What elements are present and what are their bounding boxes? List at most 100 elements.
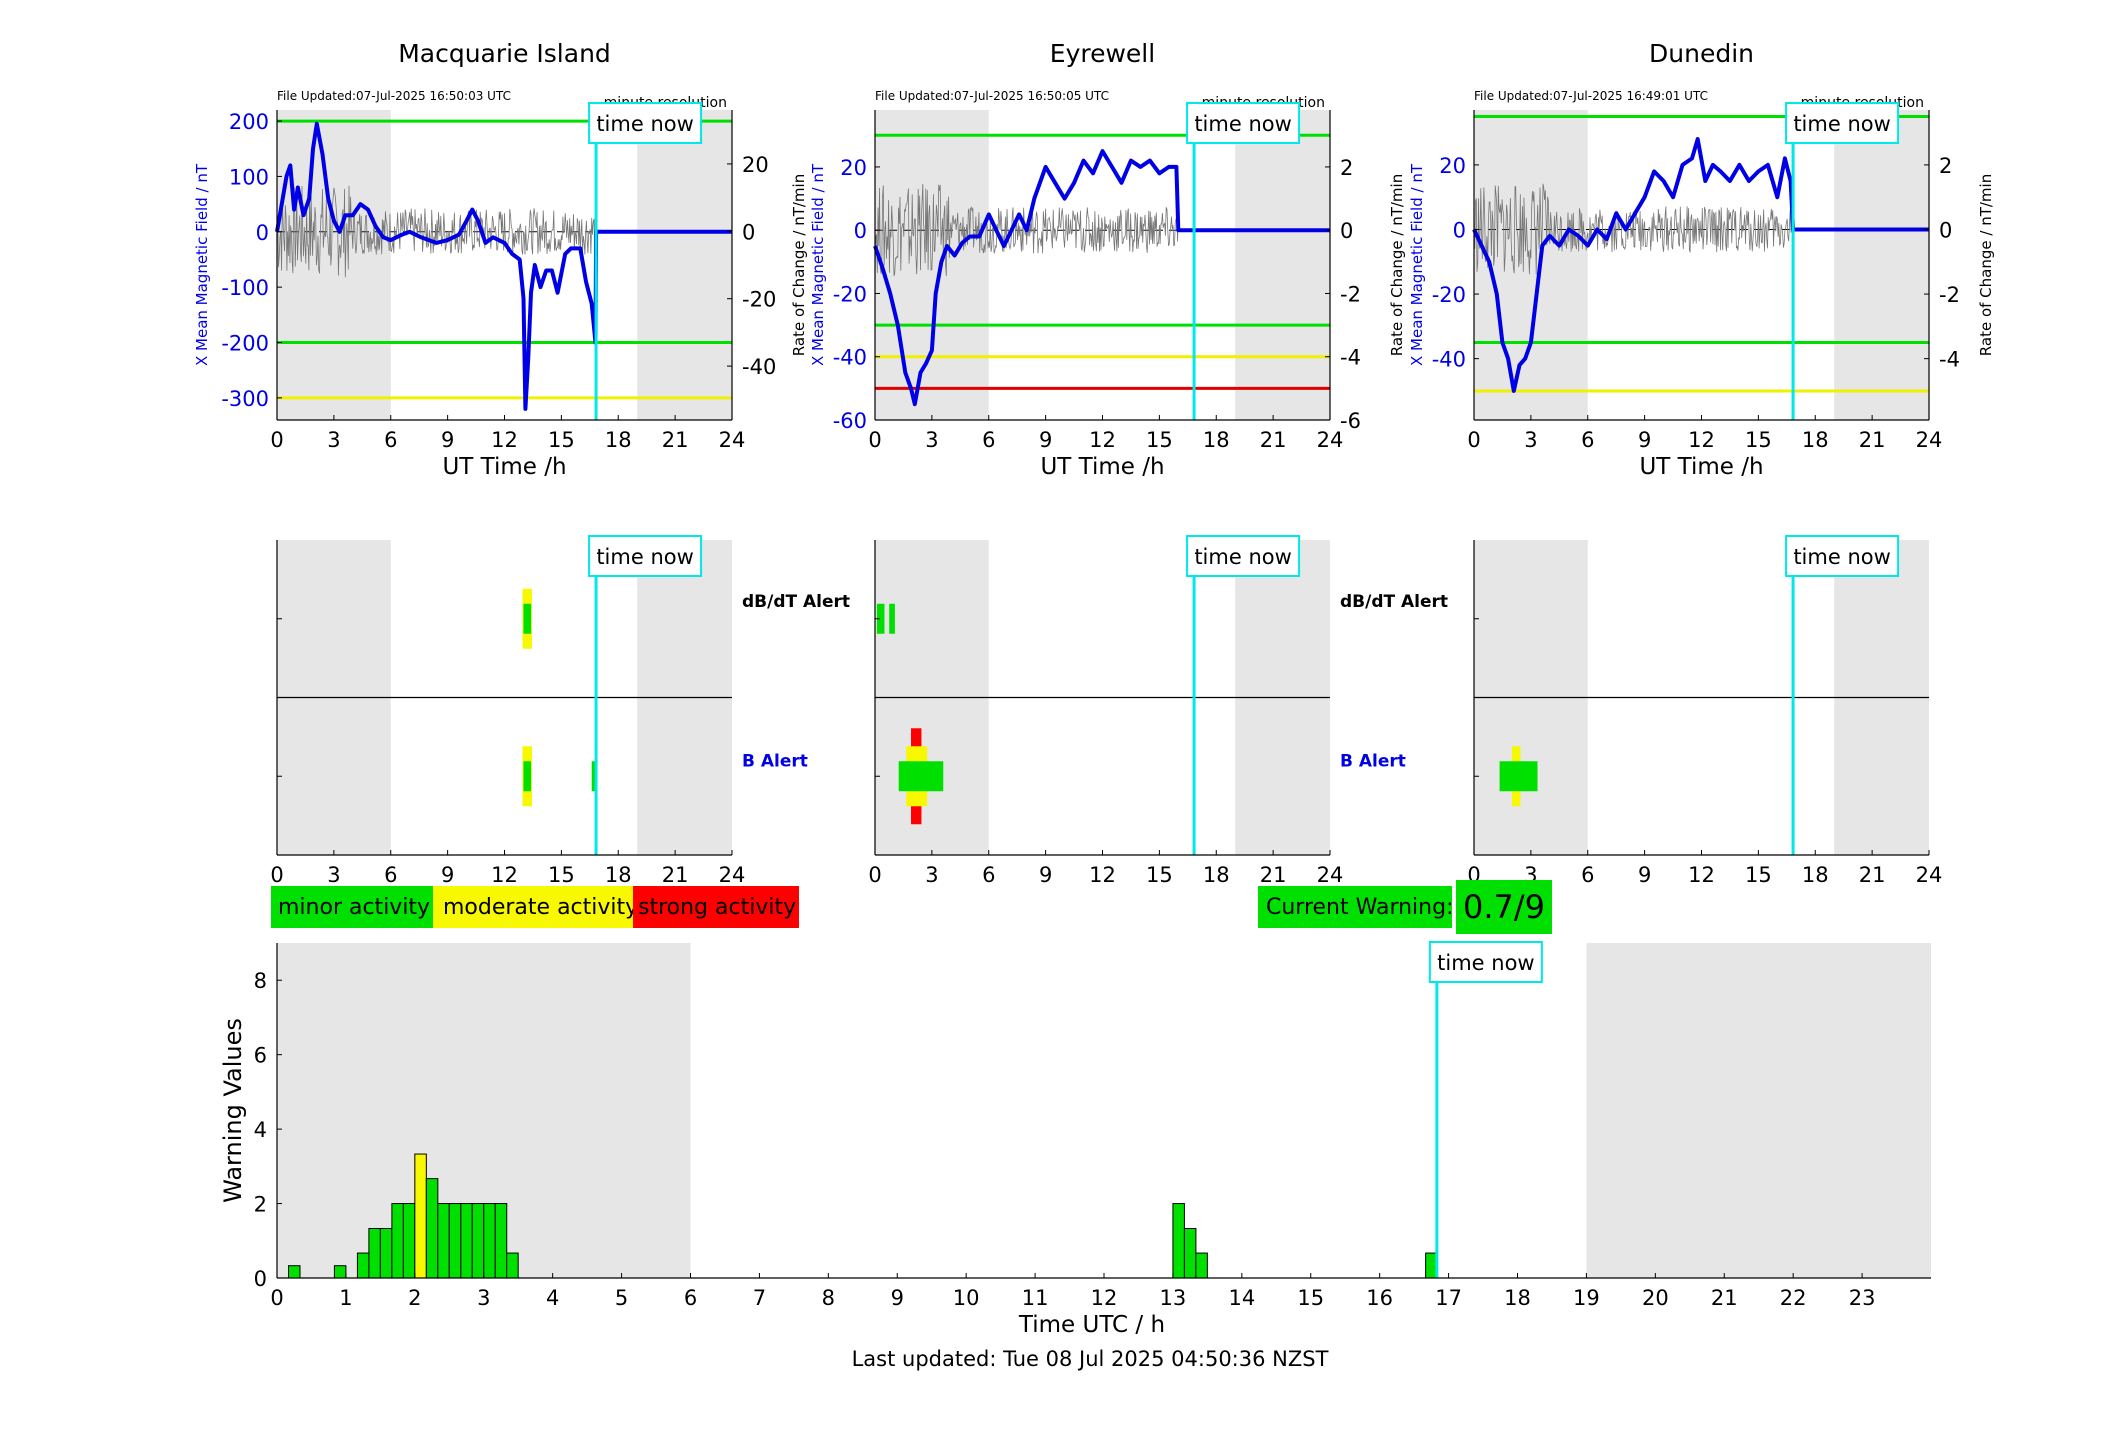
x-tick-label: 12 bbox=[1089, 863, 1116, 887]
time-now-box bbox=[588, 102, 703, 144]
x-tick-label: 8 bbox=[822, 1286, 835, 1310]
x-tick-label: 22 bbox=[1780, 1286, 1807, 1310]
time-now-box bbox=[1785, 535, 1900, 577]
x-tick-label: 9 bbox=[1638, 863, 1651, 887]
current-warning: Current Warning: 0.7/9 bbox=[1258, 880, 1552, 934]
y-tick-label: -60 bbox=[833, 409, 867, 433]
time-now-label: time now bbox=[596, 545, 693, 569]
x-tick-label: 15 bbox=[548, 863, 575, 887]
x-tick-label: 3 bbox=[925, 863, 938, 887]
y2-axis-label: Rate of Change / nT/min bbox=[1977, 174, 1995, 356]
warning-bar bbox=[1183, 1227, 1197, 1279]
current-warning-label-box bbox=[1258, 886, 1452, 928]
y-tick-label: -20 bbox=[1432, 283, 1466, 307]
x-tick-label: 6 bbox=[384, 863, 397, 887]
night-shade bbox=[1834, 110, 1929, 420]
rate-of-change-line bbox=[1473, 183, 1793, 275]
alert-block-minor bbox=[523, 761, 532, 792]
y-tick-label: 0 bbox=[1453, 218, 1466, 242]
x-tick-label: 9 bbox=[1638, 428, 1651, 452]
legend-strong-swatch bbox=[633, 886, 799, 928]
y-axis-label: X Mean Magnetic Field / nT bbox=[1408, 163, 1426, 366]
x-tick-label: 21 bbox=[1859, 428, 1886, 452]
x-tick-label: 21 bbox=[1260, 863, 1287, 887]
b-alert-label: B Alert bbox=[742, 751, 808, 771]
time-now-label: time now bbox=[596, 112, 693, 136]
last-updated: Last updated: Tue 08 Jul 2025 04:50:36 N… bbox=[852, 1347, 1329, 1371]
x-tick-label: 6 bbox=[384, 428, 397, 452]
station-panel-1: Eyrewell File Updated:07-Jul-2025 16:50:0… bbox=[809, 39, 1361, 480]
x-tick-label: 20 bbox=[1642, 1286, 1669, 1310]
x-tick-label: 21 bbox=[1260, 428, 1287, 452]
time-now-label: time now bbox=[1194, 112, 1291, 136]
file-updated-label: File Updated:07-Jul-2025 16:50:05 UTC bbox=[875, 89, 1109, 103]
x-tick-label: 3 bbox=[477, 1286, 490, 1310]
y2-tick-label: 2 bbox=[1340, 156, 1353, 180]
x-tick-label: 6 bbox=[1581, 863, 1594, 887]
y-tick-label: 20 bbox=[840, 156, 867, 180]
night-shade bbox=[1586, 943, 1931, 1278]
x-tick-label: 19 bbox=[1573, 1286, 1600, 1310]
file-updated-label: File Updated:07-Jul-2025 16:50:03 UTC bbox=[277, 89, 511, 103]
warning-bar bbox=[483, 1203, 496, 1279]
x-tick-label: 16 bbox=[1366, 1286, 1393, 1310]
station-title: Macquarie Island bbox=[398, 39, 611, 68]
time-now-box bbox=[1428, 941, 1543, 983]
x-tick-label: 0 bbox=[868, 428, 881, 452]
x-tick-label: 0 bbox=[270, 1286, 283, 1310]
station-panel-0: Macquarie Island File Updated:07-Jul-2025… bbox=[193, 39, 776, 480]
alert-block-minor bbox=[889, 603, 895, 634]
x-axis-label: UT Time /h bbox=[1040, 454, 1164, 480]
warning-bar bbox=[1172, 1203, 1185, 1279]
y-tick-label: 2 bbox=[254, 1193, 267, 1217]
x-tick-label: 7 bbox=[753, 1286, 766, 1310]
night-shade bbox=[1474, 110, 1588, 420]
x-tick-label: 9 bbox=[441, 863, 454, 887]
y2-axis-label: Rate of Change / nT/min bbox=[1388, 174, 1406, 356]
y2-tick-label: 2 bbox=[1939, 154, 1952, 178]
x-tick-label: 0 bbox=[270, 863, 283, 887]
x-tick-label: 0 bbox=[270, 428, 283, 452]
x-tick-label: 9 bbox=[1039, 863, 1052, 887]
y2-tick-label: -2 bbox=[1939, 283, 1960, 307]
y2-tick-label: 0 bbox=[1340, 219, 1353, 243]
current-warning-value: 0.7/9 bbox=[1463, 888, 1545, 926]
alert-block-minor bbox=[876, 603, 885, 634]
x-tick-label: 23 bbox=[1849, 1286, 1876, 1310]
x-tick-label: 18 bbox=[605, 428, 632, 452]
x-tick-label: 15 bbox=[1146, 428, 1173, 452]
y-tick-label: 100 bbox=[229, 165, 269, 189]
field-series-line bbox=[1472, 137, 1929, 393]
warning-bar bbox=[414, 1153, 427, 1279]
alert-panel-1: time now 0 3 6 9 12 15 18 21 24 dB/dT Alert B Alert bbox=[868, 535, 1448, 887]
y2-tick-label: -20 bbox=[742, 288, 776, 312]
night-shade bbox=[637, 110, 732, 420]
y-tick-label: 200 bbox=[229, 110, 269, 134]
time-now-label: time now bbox=[1793, 112, 1890, 136]
alert-panel-0: time now 0 3 6 9 12 15 18 21 24 dB/dT Alert B Alert bbox=[270, 535, 850, 887]
x-tick-label: 18 bbox=[1802, 428, 1829, 452]
x-tick-label: 14 bbox=[1228, 1286, 1255, 1310]
x-tick-label: 9 bbox=[1039, 428, 1052, 452]
field-series-line bbox=[873, 149, 1330, 407]
x-tick-label: 24 bbox=[719, 863, 746, 887]
warning-bar bbox=[379, 1227, 393, 1279]
x-tick-label: 21 bbox=[1711, 1286, 1738, 1310]
warning-bar bbox=[391, 1203, 404, 1279]
y-tick-label: -40 bbox=[1432, 348, 1466, 372]
y2-tick-label: -2 bbox=[1340, 282, 1361, 306]
warning-bar bbox=[494, 1203, 508, 1279]
warning-bar bbox=[437, 1203, 450, 1279]
x-tick-label: 0 bbox=[1467, 428, 1480, 452]
x-tick-label: 15 bbox=[548, 428, 575, 452]
y-tick-label: 0 bbox=[256, 221, 269, 245]
x-tick-label: 21 bbox=[662, 863, 689, 887]
y-tick-label: -200 bbox=[221, 332, 269, 356]
y-tick-label: -20 bbox=[833, 282, 867, 306]
x-tick-label: 10 bbox=[953, 1286, 980, 1310]
y-axis-label: X Mean Magnetic Field / nT bbox=[193, 163, 211, 366]
field-series-line bbox=[275, 121, 732, 411]
x-tick-label: 12 bbox=[491, 428, 518, 452]
